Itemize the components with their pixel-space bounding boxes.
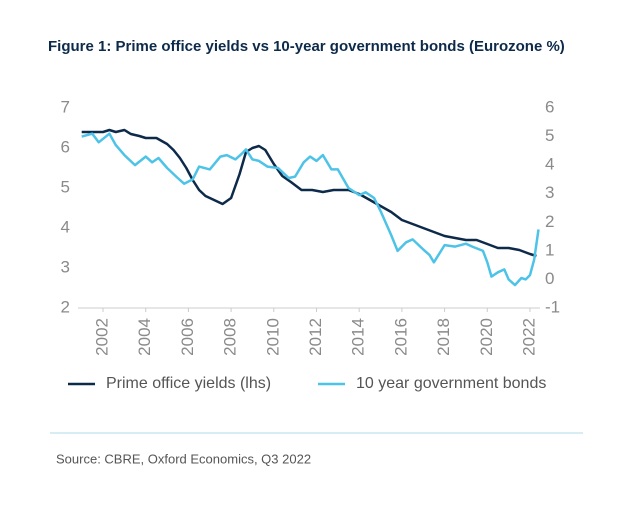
y-tick-label: 4 <box>61 217 70 236</box>
x-tick-label: 2002 <box>93 318 112 356</box>
x-tick-label: 2004 <box>135 318 154 356</box>
x-tick-label: 2012 <box>306 318 325 356</box>
y-tick-label: 5 <box>61 177 70 196</box>
chart-title: Figure 1: Prime office yields vs 10-year… <box>48 38 565 55</box>
y2-tick-label: 3 <box>545 183 554 202</box>
x-tick-label: 2006 <box>178 318 197 356</box>
y2-tick-label: 2 <box>545 212 554 231</box>
x-tick-label: 2008 <box>221 318 240 356</box>
y2-tick-label: 1 <box>545 240 554 259</box>
legend-label: Prime office yields (lhs) <box>106 375 271 392</box>
y2-tick-label: -1 <box>545 297 560 316</box>
y-tick-label: 7 <box>61 97 70 116</box>
y-tick-label: 3 <box>61 257 70 276</box>
series-line <box>81 128 537 258</box>
x-tick-label: 2010 <box>263 318 282 356</box>
legend-label: 10 year government bonds <box>356 375 546 392</box>
x-tick-label: 2016 <box>391 318 410 356</box>
source-note: Source: CBRE, Oxford Economics, Q3 2022 <box>56 451 311 466</box>
x-tick-label: 2020 <box>477 318 496 356</box>
series-line <box>81 132 540 287</box>
y-tick-label: 2 <box>61 297 70 316</box>
y2-tick-label: 5 <box>545 126 554 145</box>
x-tick-label: 2014 <box>349 318 368 356</box>
y2-tick-label: 4 <box>545 155 554 174</box>
y-tick-label: 6 <box>61 137 70 156</box>
x-tick-label: 2022 <box>519 318 538 356</box>
y2-tick-label: 6 <box>545 97 554 116</box>
y2-tick-label: 0 <box>545 269 554 288</box>
x-tick-label: 2018 <box>434 318 453 356</box>
